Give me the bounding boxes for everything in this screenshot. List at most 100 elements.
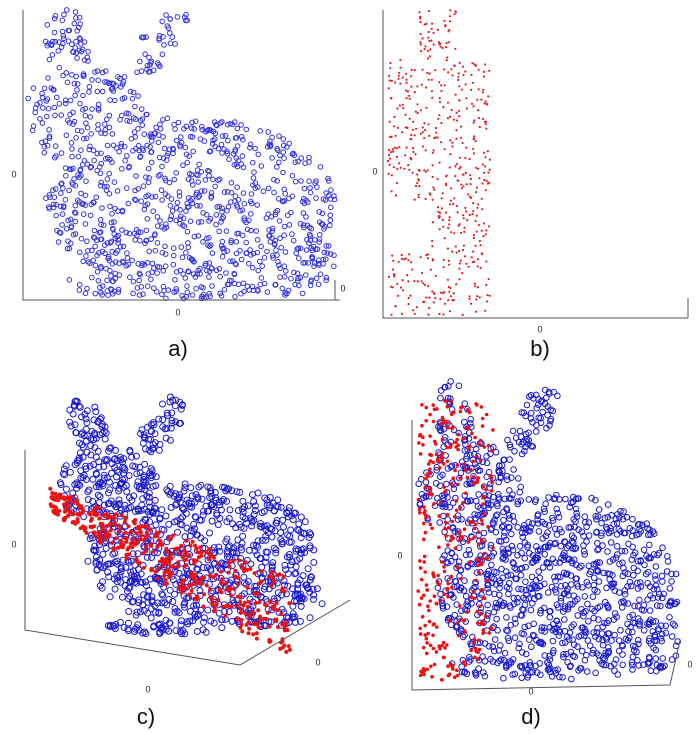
point	[157, 566, 161, 570]
point	[485, 602, 491, 608]
point	[472, 641, 476, 645]
point	[290, 232, 295, 237]
point	[60, 212, 65, 217]
point	[476, 99, 478, 101]
point	[475, 191, 477, 193]
point	[421, 272, 423, 274]
point	[587, 643, 593, 649]
point	[427, 257, 429, 259]
point	[31, 124, 36, 129]
point	[440, 84, 442, 86]
point	[464, 255, 466, 257]
point	[48, 487, 52, 491]
point	[481, 496, 485, 500]
point	[456, 112, 458, 114]
point	[257, 600, 261, 604]
point	[435, 136, 437, 138]
point	[280, 517, 286, 523]
point	[433, 43, 435, 45]
point	[315, 185, 320, 190]
point	[470, 303, 472, 305]
point	[454, 165, 456, 167]
point	[282, 187, 287, 192]
point	[271, 574, 275, 578]
tick-label: 0	[372, 166, 377, 176]
point	[507, 457, 513, 463]
point	[440, 292, 442, 294]
point	[469, 214, 471, 216]
point	[445, 643, 449, 647]
point	[478, 443, 482, 447]
point	[201, 605, 205, 609]
point	[240, 629, 244, 633]
point	[396, 156, 398, 158]
point	[160, 52, 165, 57]
point	[427, 169, 429, 171]
point	[402, 279, 404, 281]
point	[108, 268, 113, 273]
point	[431, 79, 433, 81]
point	[421, 280, 423, 282]
point	[448, 223, 450, 225]
point	[153, 522, 159, 528]
point	[273, 618, 277, 622]
point	[176, 560, 180, 564]
point	[425, 198, 427, 200]
point	[451, 425, 455, 429]
point	[481, 502, 485, 506]
point	[73, 219, 78, 224]
point	[235, 185, 240, 190]
point	[52, 16, 57, 21]
point	[389, 158, 391, 160]
point	[392, 151, 394, 153]
point	[462, 185, 464, 187]
point	[485, 189, 487, 191]
point	[128, 89, 133, 94]
point	[455, 129, 457, 131]
point	[239, 611, 243, 615]
point	[196, 220, 201, 225]
point	[391, 174, 393, 176]
point	[290, 174, 295, 179]
point	[425, 637, 429, 641]
point	[134, 174, 139, 179]
point	[146, 272, 151, 277]
point	[50, 491, 54, 495]
point	[475, 650, 479, 654]
point	[235, 617, 239, 621]
point	[405, 73, 407, 75]
point	[473, 436, 477, 440]
point	[90, 476, 96, 482]
point	[502, 530, 508, 536]
point	[269, 584, 273, 588]
point	[184, 209, 189, 214]
point	[481, 670, 487, 676]
point	[87, 511, 91, 515]
point	[140, 123, 145, 128]
point	[248, 561, 254, 567]
point	[432, 164, 434, 166]
point	[207, 530, 213, 536]
point	[440, 90, 442, 92]
point	[505, 437, 511, 443]
point	[127, 546, 131, 550]
point	[528, 410, 534, 416]
point	[100, 89, 105, 94]
point	[100, 206, 105, 211]
point	[417, 280, 419, 282]
point	[412, 129, 414, 131]
point	[434, 69, 436, 71]
point	[443, 259, 445, 261]
point	[258, 259, 263, 264]
point	[572, 654, 578, 660]
point	[54, 510, 58, 514]
point	[447, 526, 451, 530]
point	[586, 533, 592, 539]
point	[105, 177, 110, 182]
point	[620, 662, 626, 668]
point	[211, 575, 215, 579]
point	[81, 93, 86, 98]
point	[496, 491, 502, 497]
point	[59, 113, 64, 118]
point	[277, 134, 282, 139]
